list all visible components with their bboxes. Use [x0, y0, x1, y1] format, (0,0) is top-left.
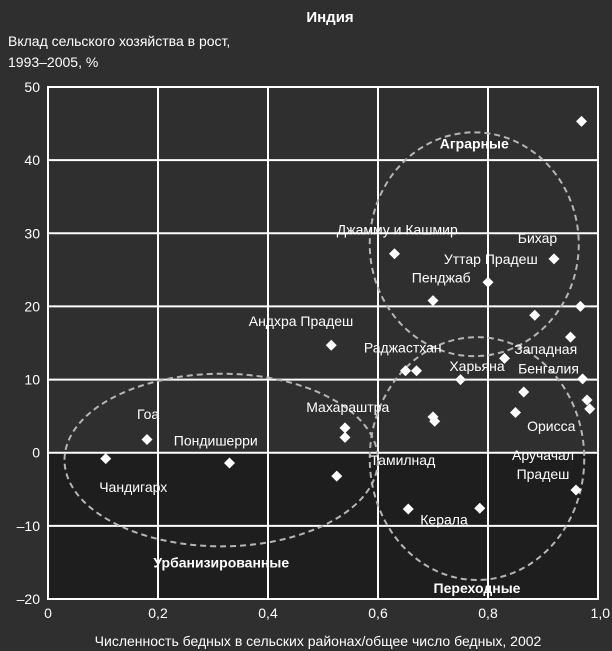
point-label-8: Джамму и Кашмир	[337, 222, 458, 238]
x-axis-ticks: 0 0,2 0,4 0,6 0,8 1,0	[44, 605, 610, 621]
data-point-28	[584, 403, 596, 415]
data-point-15	[474, 502, 486, 514]
point-label-13: Западная	[514, 341, 577, 357]
chart-title: Индия	[306, 9, 353, 26]
point-label-2: Пондишерри	[174, 432, 258, 448]
point-label-11: Бихар	[518, 230, 558, 246]
point-label-4: Раджастхан	[364, 340, 442, 356]
point-label-12: Харьяна	[449, 358, 505, 374]
data-point-26	[577, 373, 589, 385]
data-point-7	[389, 248, 400, 260]
data-point-13	[429, 415, 441, 427]
data-point-10	[402, 503, 414, 515]
data-point-21	[548, 253, 560, 265]
y-axis-ticks: –20 –10 0 10 20 30 40 50	[17, 79, 41, 607]
group-labels: Аграрные Урбанизированные Переходные	[153, 135, 520, 596]
y-tick-label-2: 0	[32, 445, 40, 461]
y-axis-label-line-2: 1993–2005, %	[8, 54, 98, 70]
data-point-2	[224, 457, 235, 469]
group-ellipse-1	[63, 372, 379, 548]
group-label-2: Переходные	[434, 580, 521, 596]
point-label-16: Аручачал	[512, 447, 574, 463]
x-tick-label-4: 0,8	[478, 605, 498, 621]
data-point-14	[455, 374, 466, 386]
data-point-27	[581, 394, 593, 406]
point-label-6: Тамилнад	[370, 452, 435, 468]
data-points	[100, 115, 596, 515]
point-label-1: Гоа	[137, 406, 159, 422]
data-point-20	[529, 309, 541, 321]
y-tick-label-6: 40	[24, 152, 40, 168]
x-tick-label-5: 1,0	[591, 605, 611, 621]
data-point-6	[339, 431, 351, 443]
y-tick-label-4: 20	[24, 298, 40, 314]
group-ellipse-2	[368, 336, 586, 581]
point-labels: Чандигарх Гоа Пондишерри Андхра Прадеш Раджа…	[99, 222, 579, 528]
data-point-19	[518, 386, 530, 398]
data-point-3	[325, 339, 337, 351]
point-label-0: Чандигарх	[99, 479, 167, 495]
point-label-17: Прадеш	[517, 466, 570, 482]
point-label-10: Уттар Прадеш	[444, 251, 538, 267]
data-point-16	[482, 276, 494, 288]
data-point-4	[331, 470, 343, 482]
data-point-22	[565, 331, 576, 343]
plot-area-upper	[48, 87, 598, 453]
point-label-3: Андхра Прадеш	[249, 313, 354, 329]
point-label-15: Орисса	[527, 418, 575, 434]
data-point-9	[411, 365, 422, 377]
point-label-9: Пенджаб	[412, 269, 471, 285]
data-point-11	[427, 295, 439, 307]
data-point-23	[570, 484, 582, 496]
data-point-17	[499, 352, 510, 364]
y-tick-label-3: 10	[24, 372, 40, 388]
group-label-0: Аграрные	[440, 135, 509, 151]
y-tick-label-7: 50	[24, 79, 40, 95]
data-point-24	[574, 300, 586, 312]
group-ellipse-0	[368, 131, 580, 358]
point-label-14: Бенгалия	[518, 361, 579, 377]
y-tick-label-0: –20	[17, 591, 41, 607]
y-tick-label-1: –10	[17, 518, 41, 534]
data-point-25	[576, 115, 587, 127]
y-axis-label-line-1: Вклад сельского хозяйства в рост,	[8, 33, 230, 49]
x-tick-label-2: 0,4	[258, 605, 278, 621]
group-ellipses	[63, 131, 586, 581]
data-point-5	[339, 422, 351, 434]
x-tick-label-1: 0,2	[148, 605, 168, 621]
grid-lines	[47, 86, 599, 600]
data-point-1	[141, 434, 153, 446]
point-label-5: Махараштра	[306, 399, 389, 415]
x-tick-label-3: 0,6	[368, 605, 388, 621]
group-label-1: Урбанизированные	[153, 555, 289, 571]
y-tick-label-5: 30	[24, 225, 40, 241]
x-tick-label-0: 0	[44, 605, 52, 621]
data-point-8	[400, 365, 411, 377]
plot-frame	[47, 86, 599, 600]
point-label-7: Керала	[420, 511, 468, 527]
data-point-0	[100, 453, 112, 465]
data-point-18	[510, 406, 521, 418]
x-axis-label: Численность бедных в сельских районах/об…	[95, 633, 542, 649]
